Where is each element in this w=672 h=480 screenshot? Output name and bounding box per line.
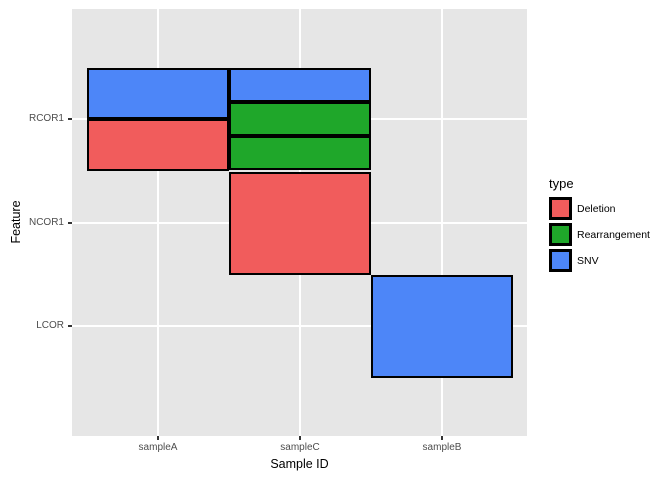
y-tick-label-NCOR1: NCOR1 [28,217,64,228]
legend-key-swatch-deletion [549,197,572,220]
y-tick-label-LCOR: LCOR [36,320,64,331]
y-tick-mark-LCOR [68,325,72,327]
x-tick-label-sampleB: sampleB [422,442,462,453]
legend-items: Deletion Rearrangement SNV [549,197,650,272]
legend-item-label: Deletion [577,202,616,215]
x-tick-mark-sampleA [157,436,159,440]
x-tick-mark-sampleB [441,436,443,440]
x-tick-label-sampleA: sampleA [138,442,178,453]
legend-item-label: SNV [577,254,599,267]
legend-item-snv: SNV [549,249,650,272]
gridline-horizontal-LCOR [72,325,527,327]
tile-sampleC-RCOR1-rearrangement [229,136,371,171]
legend: type Deletion Rearrangement SNV [549,177,650,275]
tile-sampleC-NCOR1-deletion [229,171,371,275]
tile-sampleA-RCOR1-snv [87,67,229,119]
plot-panel [72,9,527,436]
y-tick-label-RCOR1: RCOR1 [28,113,64,124]
tile-sampleA-RCOR1-deletion [87,119,229,171]
legend-item-rearrangement: Rearrangement [549,223,650,246]
legend-key-swatch-rearrangement [549,223,572,246]
tile-sampleC-RCOR1-snv [229,67,371,102]
y-tick-mark-RCOR1 [68,118,72,120]
x-axis-title: Sample ID [270,457,329,471]
legend-title: type [549,176,574,191]
tile-sampleC-RCOR1-rearrangement [229,101,371,137]
x-tick-mark-sampleC [299,436,301,440]
x-tick-label-sampleC: sampleC [280,442,320,453]
legend-key-swatch-snv [549,249,572,272]
legend-item-deletion: Deletion [549,197,650,220]
legend-item-label: Rearrangement [577,228,650,241]
tile-sampleB-LCOR-snv [371,274,513,378]
y-tick-mark-NCOR1 [68,222,72,224]
